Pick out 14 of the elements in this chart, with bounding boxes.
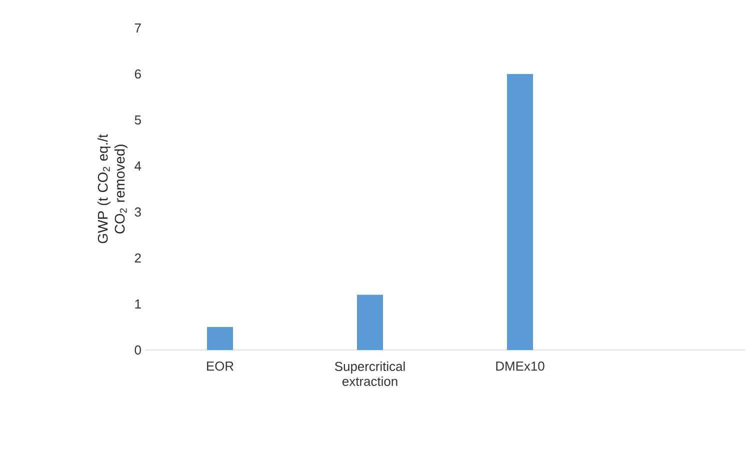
- x-tick-label: DMEx10: [496, 362, 544, 371]
- bar: [357, 294, 384, 350]
- bar: [207, 327, 233, 350]
- bar: [507, 74, 534, 350]
- y-tick-label: 7: [134, 24, 141, 32]
- y-tick-label: 1: [135, 300, 141, 308]
- y-tick-label: 5: [134, 115, 141, 125]
- x-tick-label: EOR: [207, 362, 234, 371]
- y-tick-label: 2: [134, 253, 141, 263]
- y-tick-label: 4: [134, 162, 142, 170]
- y-tick-label: 3: [134, 207, 141, 217]
- y-tick-label: 6: [134, 69, 141, 79]
- y-tick-label: 0: [134, 345, 141, 355]
- x-tick-label: Supercritical extraction: [334, 362, 405, 386]
